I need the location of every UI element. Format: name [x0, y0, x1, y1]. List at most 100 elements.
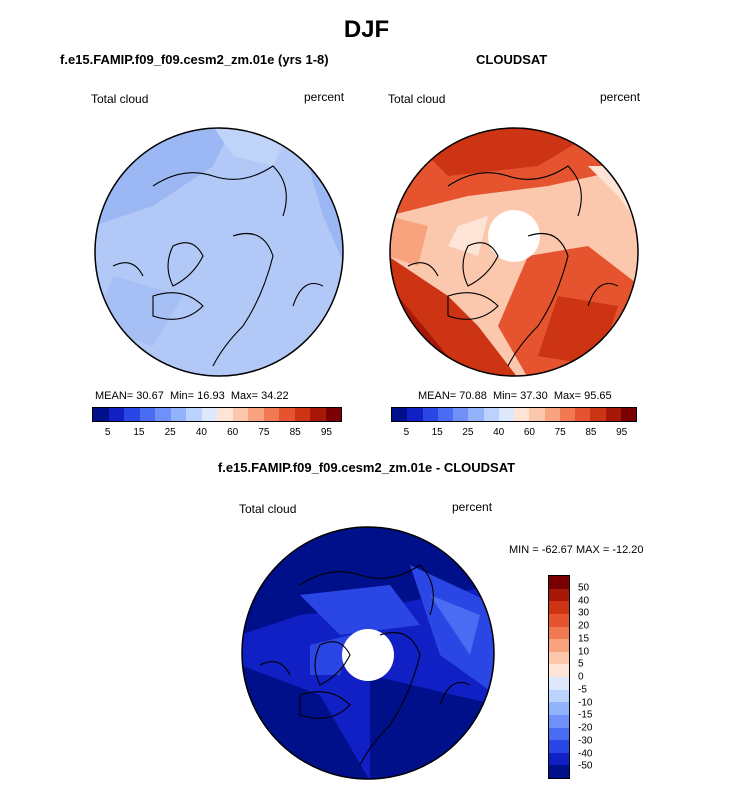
panel-2-polar-map: [389, 127, 639, 377]
colorbar-tick-label: 20: [578, 620, 590, 632]
colorbar-swatch: [93, 408, 109, 421]
colorbar-tick-label: -15: [578, 709, 593, 721]
colorbar-tick-label: 25: [462, 427, 474, 438]
colorbar-tick-label: 10: [578, 646, 590, 657]
colorbar-swatch: [483, 408, 499, 421]
colorbar-tick-label: -20: [578, 722, 593, 734]
colorbar-swatch: [201, 408, 217, 421]
colorbar-tick-label: 95: [616, 427, 628, 438]
panel-2-max-value: 95.65: [584, 390, 612, 402]
panel-1-field-label: Total cloud: [91, 92, 149, 106]
colorbar-swatch: [437, 408, 453, 421]
colorbar-tick-label: 40: [195, 427, 207, 438]
colorbar-tick-label: -10: [578, 697, 593, 708]
colorbar-tick-label: 5: [104, 427, 111, 438]
colorbar-tick-label: 60: [227, 427, 239, 438]
colorbar-swatch: [498, 408, 514, 421]
colorbar-swatch: [549, 626, 569, 640]
colorbar-swatch: [139, 408, 155, 421]
colorbar-swatch: [549, 727, 569, 741]
panel-2-colorbar: [391, 407, 637, 422]
colorbar-tick-label: 15: [133, 427, 145, 438]
colorbar-swatch: [620, 408, 636, 421]
colorbar-tick-label: 40: [578, 595, 590, 606]
colorbar-swatch: [549, 752, 569, 766]
colorbar-swatch: [392, 408, 408, 421]
colorbar-tick-label: 75: [258, 427, 270, 438]
colorbar-swatch: [549, 601, 569, 614]
colorbar-swatch: [217, 408, 233, 421]
colorbar-swatch: [529, 408, 545, 421]
colorbar-swatch: [468, 408, 484, 421]
panel-2-min-label: Min=: [492, 390, 518, 402]
colorbar-swatch: [590, 408, 606, 421]
panel-1-min-value: 16.93: [197, 390, 225, 402]
main-title: DJF: [343, 16, 390, 43]
panel-2-mean-label: MEAN=: [418, 390, 457, 402]
panel-2-min-value: 37.30: [520, 390, 548, 402]
panel-1-min-label: Min=: [169, 390, 195, 402]
panel-1-polar-map: [94, 127, 344, 377]
colorbar-swatch: [549, 588, 569, 602]
panel-3-polar-map: [241, 526, 495, 780]
colorbar-swatch: [549, 651, 569, 665]
colorbar-tick-label: -50: [578, 760, 593, 772]
colorbar-swatch: [232, 408, 248, 421]
colorbar-tick-label: 15: [578, 633, 590, 645]
panel-2-stats: MEAN= 70.88 Min= 37.30 Max= 95.65: [418, 390, 612, 402]
colorbar-tick-label: 5: [403, 427, 410, 438]
colorbar-tick-label: 25: [164, 427, 176, 438]
colorbar-swatch: [263, 408, 279, 421]
colorbar-tick-label: 30: [578, 607, 590, 619]
colorbar-swatch: [407, 408, 423, 421]
colorbar-tick-label: -40: [578, 748, 593, 759]
panel-3-title: f.e15.FAMIP.f09_f09.cesm2_zm.01e - CLOUD…: [217, 460, 516, 475]
panel-1-colorbar-ticks: 5 15 25 40 60 75 85 95: [92, 427, 342, 441]
panel-1-stats: MEAN= 30.67 Min= 16.93 Max= 34.22: [95, 390, 289, 402]
panel-2-units: percent: [600, 90, 641, 104]
colorbar-swatch: [108, 408, 124, 421]
panel-2-max-label: Max=: [553, 390, 582, 402]
colorbar-swatch: [544, 408, 560, 421]
colorbar-tick-label: 95: [320, 427, 332, 438]
colorbar-swatch: [549, 702, 569, 715]
panel-1-mean-label: MEAN=: [95, 390, 134, 402]
colorbar-swatch: [422, 408, 438, 421]
panel-3-minmax: MIN = -62.67 MAX = -12.20: [509, 544, 644, 556]
panel-3-colorbar-ticks: 50 40 30 20 15 10 5 0 -5 -10 -15 -20 -30 -40 -50: [578, 575, 618, 779]
colorbar-swatch: [549, 677, 569, 690]
panel-1-units: percent: [304, 90, 345, 104]
panel-1-title: f.e15.FAMIP.f09_f09.cesm2_zm.01e (yrs 1-…: [60, 52, 329, 67]
colorbar-swatch: [549, 576, 569, 589]
colorbar-swatch: [294, 408, 310, 421]
colorbar-swatch: [559, 408, 575, 421]
colorbar-swatch: [453, 408, 469, 421]
colorbar-swatch: [549, 740, 569, 753]
colorbar-swatch: [325, 408, 341, 421]
colorbar-tick-label: 40: [493, 427, 505, 438]
colorbar-tick-label: 85: [289, 427, 301, 438]
colorbar-swatch: [170, 408, 186, 421]
colorbar-swatch: [248, 408, 264, 421]
colorbar-tick-label: 0: [578, 671, 584, 683]
colorbar-swatch: [514, 408, 530, 421]
colorbar-tick-label: -30: [578, 735, 593, 747]
panel-2-field-label: Total cloud: [388, 92, 446, 106]
colorbar-swatch: [575, 408, 591, 421]
colorbar-swatch: [549, 639, 569, 652]
colorbar-tick-label: 60: [523, 427, 535, 438]
colorbar-swatch: [549, 689, 569, 703]
colorbar-swatch: [549, 664, 569, 677]
panel-3-colorbar: [548, 575, 570, 779]
colorbar-tick-label: 50: [578, 582, 590, 594]
colorbar-tick-label: 85: [585, 427, 597, 438]
panel-1-max-value: 34.22: [261, 390, 289, 402]
panel-2-colorbar-ticks: 5 15 25 40 60 75 85 95: [391, 427, 637, 441]
colorbar-swatch: [549, 714, 569, 728]
colorbar-tick-label: -5: [578, 684, 587, 696]
colorbar-swatch: [549, 613, 569, 627]
colorbar-swatch: [155, 408, 171, 421]
panel-1-mean-value: 30.67: [136, 390, 164, 402]
panel-1-max-label: Max=: [230, 390, 259, 402]
colorbar-swatch: [549, 765, 569, 778]
